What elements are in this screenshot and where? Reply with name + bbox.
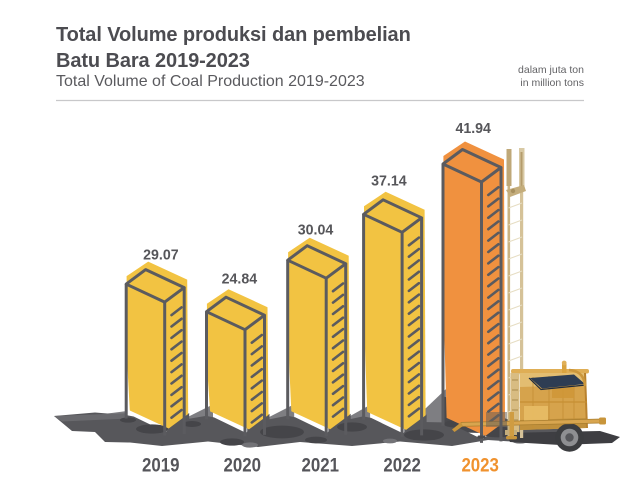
svg-text:2020: 2020 (224, 455, 262, 477)
svg-text:2023: 2023 (461, 455, 499, 477)
svg-text:37.14: 37.14 (371, 173, 407, 190)
svg-text:2019: 2019 (142, 455, 180, 477)
svg-text:in million tons: in million tons (520, 77, 584, 89)
svg-text:30.04: 30.04 (298, 222, 334, 239)
svg-text:41.94: 41.94 (455, 120, 491, 137)
svg-text:24.84: 24.84 (222, 271, 258, 288)
svg-text:Total Volume of Coal Productio: Total Volume of Coal Production 2019-202… (56, 73, 365, 90)
svg-text:Total Volume produksi dan pemb: Total Volume produksi dan pembelian (56, 24, 411, 46)
svg-text:2021: 2021 (302, 455, 340, 477)
svg-text:Batu Bara 2019-2023: Batu Bara 2019-2023 (56, 50, 250, 72)
svg-text:dalam juta ton: dalam juta ton (518, 64, 584, 76)
svg-text:29.07: 29.07 (143, 247, 179, 264)
svg-text:2022: 2022 (383, 455, 421, 477)
